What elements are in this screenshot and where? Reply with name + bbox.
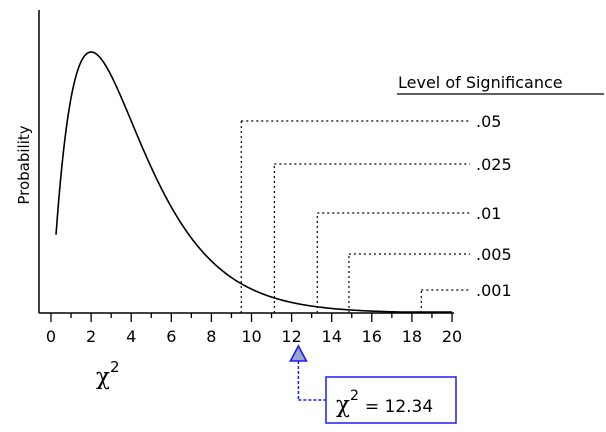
x-tick-label: 4 [126,327,136,346]
curve-layer [55,51,452,313]
x-axis-ticks: 0 2 4 6 8 10 12 14 16 18 20 [46,313,462,346]
callout-superscript: 2 [350,388,359,404]
x-tick-label: 18 [402,327,422,346]
significance-label: .01 [476,204,501,223]
significance-levels: .05 .025 .01 .005 .001 [240,112,512,313]
significance-label: .025 [476,155,512,174]
significance-label: .001 [476,281,512,300]
x-tick-label: 0 [46,327,56,346]
x-axis-label-symbol: χ [96,364,110,390]
y-axis-label-group: Probability [15,125,33,204]
significance-label: .005 [476,245,512,264]
x-tick-label: 8 [206,327,216,346]
x-axis-label-superscript: 2 [110,358,120,376]
significance-label: .05 [476,112,501,131]
legend-title: Level of Significance [398,73,563,92]
x-tick-label: 10 [241,327,261,346]
x-tick-label: 20 [442,327,462,346]
x-tick-label: 16 [362,327,382,346]
x-tick-label: 14 [322,327,342,346]
y-axis-label: Probability [15,125,33,204]
observed-marker-arrow [289,344,308,362]
callout-value: = 12.34 [365,397,433,417]
observed-callout: χ2 = 12.34 [289,344,457,424]
x-axis-label-group: χ2 [96,358,119,390]
x-axis-label: χ2 [96,358,119,390]
callout-text: χ2 = 12.34 [336,388,433,418]
x-tick-label: 12 [281,327,301,346]
callout-box [325,376,457,424]
axes [38,10,454,314]
callout-symbol: χ [336,392,350,418]
legend-title-group: Level of Significance [397,73,604,95]
x-tick-label: 2 [86,327,96,346]
chi-square-curve [55,51,452,313]
x-tick-label: 6 [166,327,176,346]
